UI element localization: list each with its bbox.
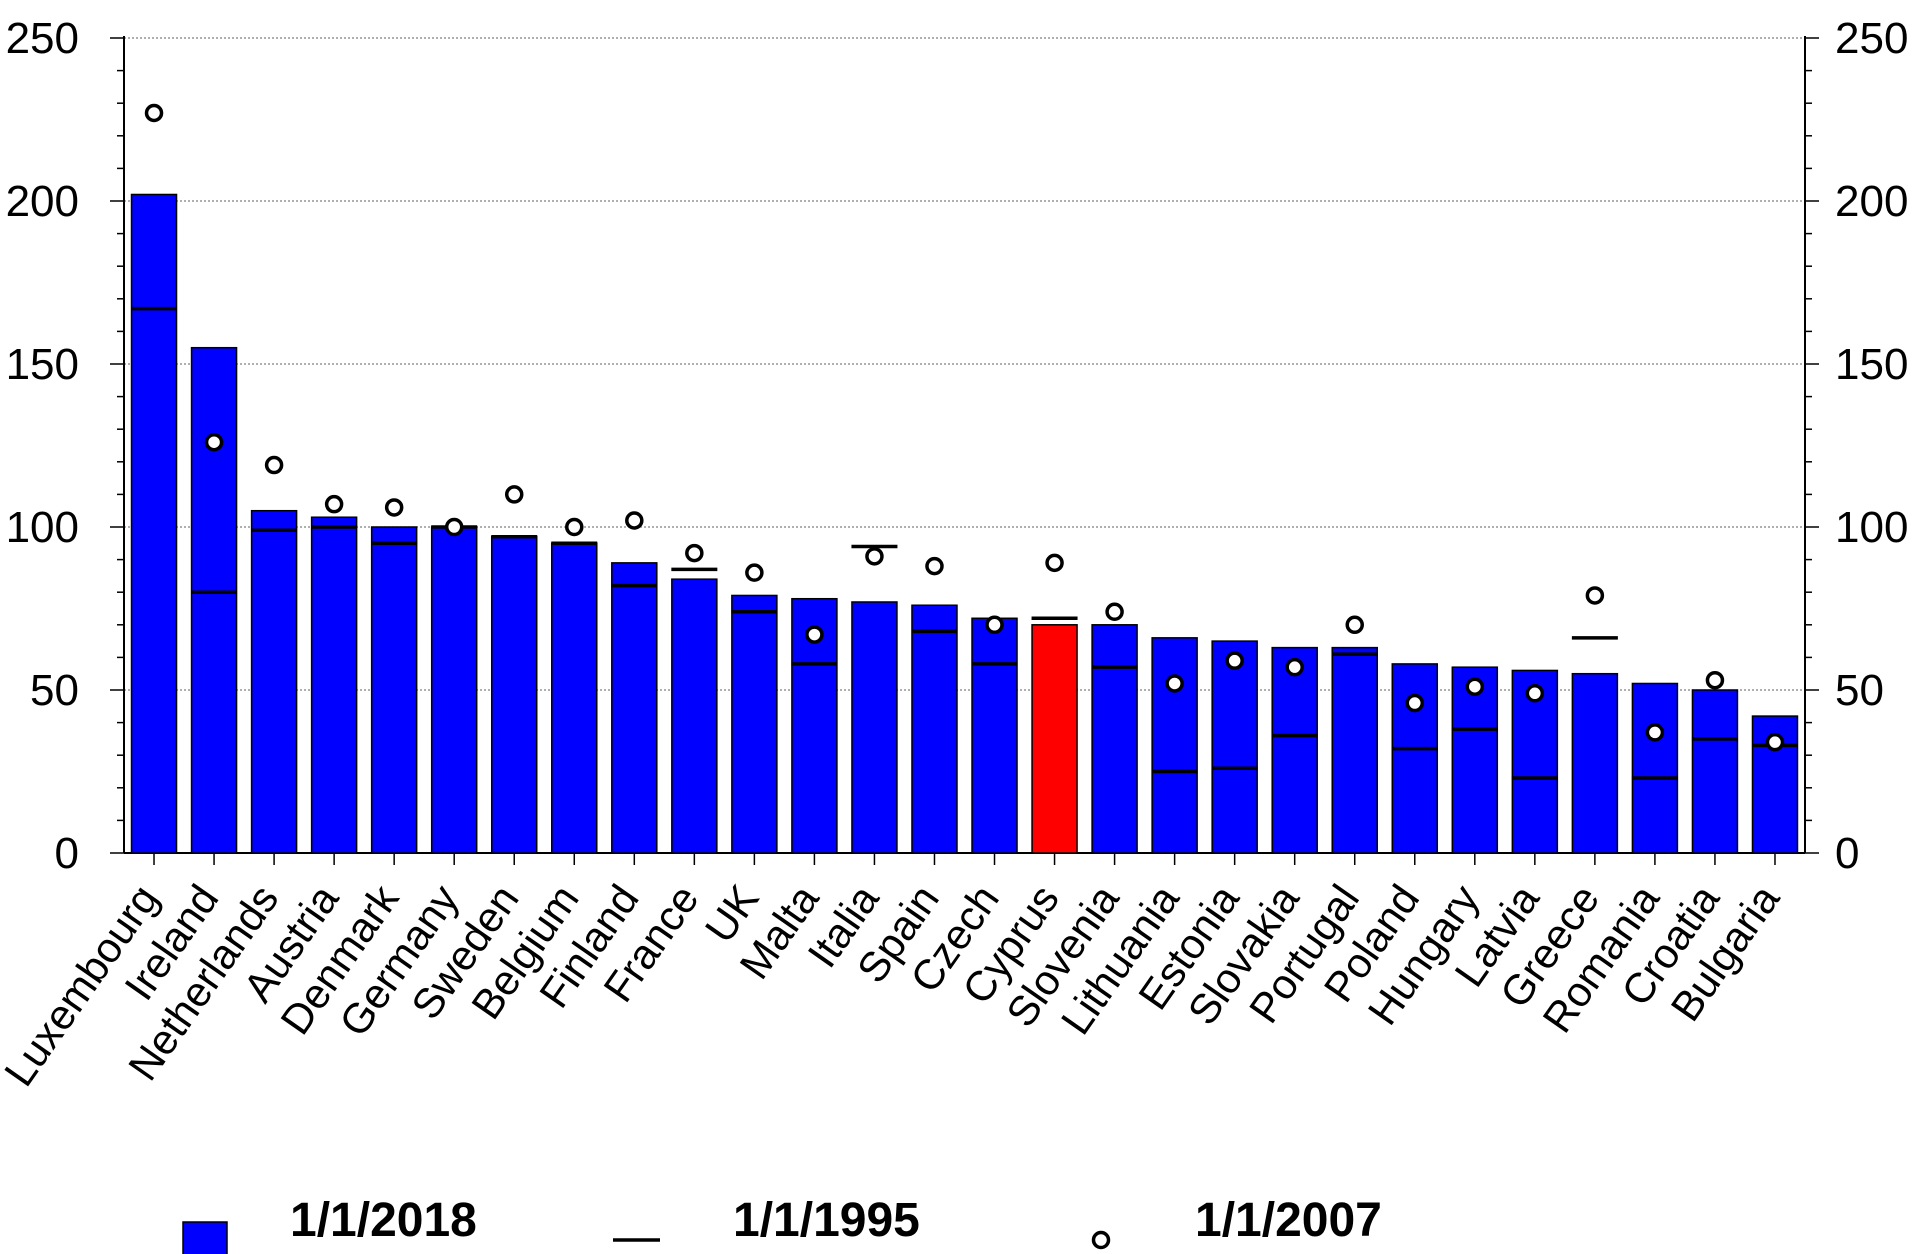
circles-2007 xyxy=(144,103,1785,752)
circle-malta xyxy=(805,625,824,644)
bar-ireland xyxy=(190,346,238,854)
circle-finland xyxy=(625,511,644,530)
bar-finland xyxy=(611,562,658,854)
circle-slovakia xyxy=(1285,657,1304,677)
bar-belgium xyxy=(551,542,598,854)
circle-ireland xyxy=(204,432,224,452)
bar-spain xyxy=(911,604,958,854)
circle-luxembourg xyxy=(144,103,164,123)
circle-france xyxy=(685,543,704,563)
circle-latvia xyxy=(1525,684,1545,703)
circle-sweden xyxy=(504,485,524,504)
bar-germany xyxy=(430,526,478,854)
circle-greece xyxy=(1585,586,1605,605)
y-tick-label-left: 100 xyxy=(6,503,79,552)
y-tick-label-right: 0 xyxy=(1835,829,1859,878)
circle-poland xyxy=(1405,693,1425,713)
circle-slovenia xyxy=(1105,602,1124,622)
circle-spain xyxy=(925,556,944,576)
circle-italia xyxy=(865,547,884,566)
bar-netherlands xyxy=(250,509,298,854)
bar-italia xyxy=(851,601,898,854)
circle-portugal xyxy=(1345,615,1364,635)
legend-swatch-circle xyxy=(1091,1230,1111,1250)
y-tick-label-right: 250 xyxy=(1835,14,1908,63)
bar-lithuania xyxy=(1151,637,1198,854)
legend-label-2018: 1/1/2018 xyxy=(290,1194,477,1247)
circle-bulgaria xyxy=(1765,732,1785,752)
circle-hungary xyxy=(1465,677,1485,696)
legend-label-1995: 1/1/1995 xyxy=(733,1194,920,1247)
bar-romania xyxy=(1631,682,1679,854)
bar-poland xyxy=(1391,663,1439,854)
bar-estonia xyxy=(1211,640,1258,854)
circle-germany xyxy=(444,517,464,537)
legend-label-2007: 1/1/2007 xyxy=(1195,1194,1382,1247)
bars-2018 xyxy=(130,193,1799,854)
y-tick-label-left: 150 xyxy=(6,340,79,389)
y-tick-label-left: 50 xyxy=(30,666,79,715)
legend: 1/1/2018 1/1/1995 1/1/2007 xyxy=(182,1194,1382,1254)
circle-austria xyxy=(324,494,344,514)
y-tick-label-left: 250 xyxy=(6,14,79,63)
legend-swatch-bar xyxy=(182,1221,228,1254)
bar-france xyxy=(671,578,718,854)
dashes-1995 xyxy=(131,306,1798,780)
bar-greece xyxy=(1571,672,1619,854)
circle-cyprus xyxy=(1045,553,1064,573)
y-tick-label-left: 0 xyxy=(55,829,79,878)
bar-denmark xyxy=(370,526,418,854)
bar-cyprus xyxy=(1031,624,1078,854)
circle-romania xyxy=(1645,723,1665,742)
bar-uk xyxy=(731,594,778,854)
y-tick-label-right: 150 xyxy=(1835,340,1908,389)
bar-hungary xyxy=(1451,666,1499,854)
circle-czech xyxy=(985,615,1004,635)
axes xyxy=(110,36,1819,865)
bar-luxembourg xyxy=(130,193,178,854)
y-tick-label-left: 200 xyxy=(6,177,79,226)
circle-lithuania xyxy=(1165,674,1184,693)
circle-uk xyxy=(745,563,764,582)
bar-czech xyxy=(971,617,1018,854)
circle-croatia xyxy=(1705,670,1725,690)
bar-austria xyxy=(310,516,358,854)
y-tick-label-right: 50 xyxy=(1835,666,1884,715)
y-tick-label-right: 200 xyxy=(1835,177,1908,226)
bar-croatia xyxy=(1691,689,1739,854)
bar-sweden xyxy=(490,536,538,854)
bar-slovakia xyxy=(1271,646,1318,854)
circle-belgium xyxy=(565,517,584,537)
circle-netherlands xyxy=(264,455,284,475)
circle-denmark xyxy=(384,498,404,517)
bar-slovenia xyxy=(1091,624,1138,854)
bar-portugal xyxy=(1331,646,1378,854)
y-tick-label-right: 100 xyxy=(1835,503,1908,552)
circle-estonia xyxy=(1225,651,1244,670)
